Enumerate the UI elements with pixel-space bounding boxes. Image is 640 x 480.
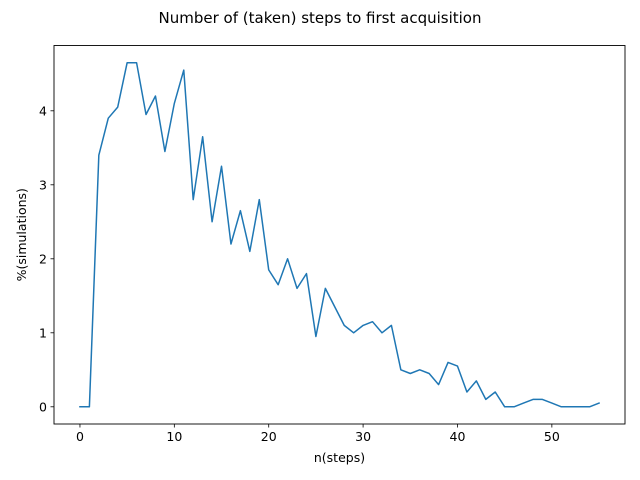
y-axis-label: %(simulations): [14, 188, 29, 281]
x-tick-label: 40: [450, 429, 466, 444]
chart-title: Number of (taken) steps to first acquisi…: [159, 9, 482, 27]
plot-area: [79, 61, 601, 408]
x-tick-label: 30: [355, 429, 371, 444]
axes-frame: [53, 45, 626, 425]
x-tick-label: 20: [261, 429, 277, 444]
y-tick-label: 0: [39, 399, 47, 414]
y-tick-label: 3: [39, 177, 47, 192]
x-tick-label: 50: [544, 429, 560, 444]
x-axis-label: n(steps): [314, 450, 365, 465]
y-tick-label: 4: [39, 103, 47, 118]
x-tick-label: 10: [166, 429, 182, 444]
series-line-0: [79, 61, 601, 408]
x-tick-label: 0: [76, 429, 84, 444]
x-axis: 0 10 20 30 40 50: [76, 424, 560, 444]
y-axis: 0 1 2 3 4: [39, 103, 54, 414]
y-tick-label: 2: [39, 251, 47, 266]
y-tick-label: 1: [39, 325, 47, 340]
